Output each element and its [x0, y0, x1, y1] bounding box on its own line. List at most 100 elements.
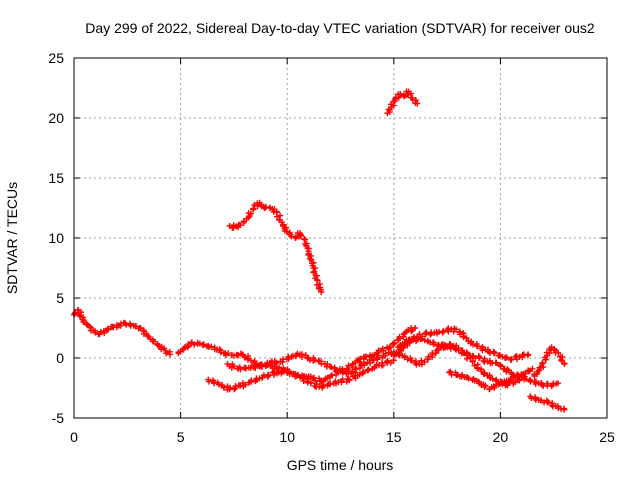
data-marker: [127, 321, 134, 328]
data-marker: [371, 365, 378, 372]
data-marker: [205, 378, 212, 385]
data-marker: [97, 328, 104, 335]
data-marker: [497, 380, 504, 387]
data-marker: [247, 210, 254, 217]
data-marker: [80, 319, 87, 326]
data-marker: [241, 354, 248, 361]
data-marker: [117, 322, 124, 329]
data-marker: [514, 373, 521, 380]
data-marker: [331, 364, 338, 371]
axis-ticks: 0 5 10 15 20 25 -5 0 5 10 15 20 25: [48, 50, 615, 445]
data-marker: [387, 344, 394, 351]
data-marker: [345, 362, 352, 369]
data-marker: [476, 354, 483, 361]
data-marker: [311, 357, 318, 364]
data-marker: [338, 379, 345, 386]
data-marker: [400, 331, 407, 338]
data-marker: [225, 350, 232, 357]
data-marker: [384, 357, 391, 364]
data-marker: [302, 352, 309, 359]
data-marker: [251, 201, 258, 208]
data-marker: [312, 265, 319, 272]
data-marker: [554, 403, 561, 410]
data-marker: [299, 375, 306, 382]
data-marker: [242, 381, 249, 388]
data-marker: [313, 281, 320, 288]
data-marker: [430, 339, 437, 346]
data-marker: [163, 350, 170, 357]
data-marker: [491, 349, 498, 356]
data-marker: [397, 91, 404, 98]
data-point: [356, 371, 363, 378]
series-arc-1: [71, 306, 173, 358]
data-marker: [237, 222, 244, 229]
data-point: [525, 351, 532, 358]
data-marker: [419, 333, 426, 340]
data-marker: [144, 332, 151, 339]
data-marker: [305, 251, 312, 258]
data-marker: [312, 377, 319, 384]
data-marker: [250, 205, 257, 212]
data-marker: [77, 313, 84, 320]
data-marker: [447, 368, 454, 375]
data-marker: [405, 91, 412, 98]
data-marker: [104, 325, 111, 332]
data-point: [318, 289, 325, 295]
data-marker: [137, 325, 144, 332]
data-marker: [252, 364, 259, 371]
data-point: [166, 351, 173, 358]
data-marker: [346, 377, 353, 384]
data-point: [529, 365, 536, 372]
data-marker: [261, 205, 268, 212]
data-point: [414, 100, 421, 107]
data-marker: [307, 379, 314, 386]
data-marker: [132, 323, 139, 330]
y-tick-label: 5: [56, 290, 64, 306]
series-arc-11: [384, 88, 421, 117]
data-marker: [493, 360, 500, 367]
data-marker: [273, 359, 280, 366]
data-marker: [463, 334, 470, 341]
data-marker: [460, 334, 467, 341]
series-arc-7: [446, 365, 536, 393]
data-marker: [464, 374, 471, 381]
data-marker: [264, 361, 271, 368]
data-marker: [349, 361, 356, 368]
data-marker: [217, 347, 224, 354]
data-marker: [558, 356, 565, 363]
data-marker: [231, 363, 238, 370]
data-marker: [496, 352, 503, 359]
data-marker: [469, 358, 476, 365]
data-marker: [276, 364, 283, 371]
x-tick-label: 5: [177, 429, 185, 445]
data-marker: [401, 340, 408, 347]
data-marker: [150, 338, 157, 345]
series-arc-9: [527, 393, 568, 413]
series-arc-3: [205, 357, 397, 393]
x-tick-label: 10: [279, 429, 295, 445]
data-point: [561, 406, 568, 413]
data-marker: [392, 95, 399, 102]
grid-lines: [74, 58, 607, 418]
data-marker: [360, 360, 367, 367]
data-marker: [545, 399, 552, 406]
data-marker: [398, 347, 405, 354]
data-marker: [507, 377, 514, 384]
data-marker: [306, 255, 313, 262]
data-marker: [505, 367, 512, 374]
data-marker: [537, 397, 544, 404]
series-arc-8: [531, 344, 568, 379]
data-marker: [363, 353, 370, 360]
data-marker: [158, 346, 165, 353]
data-point: [561, 361, 568, 367]
y-tick-label: 10: [48, 230, 64, 246]
x-axis-title: GPS time / hours: [287, 457, 394, 473]
data-marker: [339, 367, 346, 374]
data-marker: [497, 362, 504, 369]
series-arc-10: [226, 199, 325, 295]
data-marker: [379, 362, 386, 369]
data-marker: [353, 365, 360, 372]
data-marker: [242, 365, 249, 372]
data-marker: [232, 385, 239, 392]
data-marker: [489, 375, 496, 382]
